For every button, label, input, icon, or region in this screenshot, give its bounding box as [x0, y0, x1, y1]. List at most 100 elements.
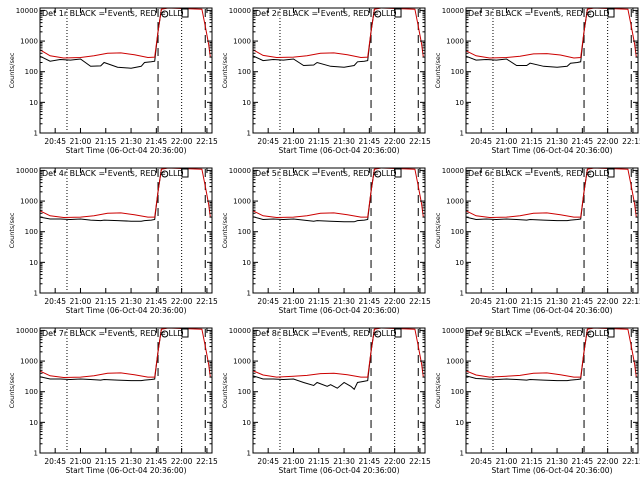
y-tick-label: 100 — [451, 388, 464, 396]
y-tick-label: 1000 — [20, 358, 38, 366]
x-tick-label: 22:00 — [171, 297, 193, 306]
y-tick-label: 10 — [29, 99, 38, 107]
x-tick-label: 21:15 — [521, 297, 543, 306]
x-tick-label: 20:45 — [470, 297, 492, 306]
x-tick-label: 21:15 — [308, 297, 330, 306]
x-tick-label: 20:45 — [257, 457, 279, 466]
plot-frame — [465, 167, 639, 294]
x-tick-label: 20:45 — [44, 137, 66, 146]
y-tick-label: 10 — [242, 259, 251, 267]
x-axis-title: Start Time (06-Oct-04 20:36:00) — [278, 466, 399, 475]
panel-title: Det 6r BLACK = Events, RED = LLD — [468, 169, 610, 178]
plot-frame — [39, 167, 213, 294]
x-tick-label: 21:45 — [359, 297, 381, 306]
y-tick-label: 1000 — [446, 38, 464, 46]
x-tick-label: 20:45 — [470, 457, 492, 466]
y-tick-label: 100 — [238, 388, 251, 396]
x-tick-label: 22:15 — [622, 297, 640, 306]
x-tick-label: 21:15 — [95, 297, 117, 306]
x-tick-label: 22:15 — [622, 137, 640, 146]
x-tick-label: 21:30 — [333, 457, 355, 466]
x-tick-label: 21:30 — [333, 137, 355, 146]
x-axis-title: Start Time (06-Oct-04 20:36:00) — [491, 146, 612, 155]
x-tick-label: 21:45 — [146, 137, 168, 146]
x-tick-label: 21:15 — [521, 137, 543, 146]
x-tick-label: 20:45 — [44, 297, 66, 306]
y-tick-label: 10000 — [16, 327, 38, 335]
open-circle-marker — [161, 330, 169, 338]
x-tick-label: 20:45 — [44, 457, 66, 466]
y-axis-title: Counts/sec — [8, 212, 16, 248]
panel-det-3: 1 10 100 1000 10000 20:45 21:00 21:15 21:30 21:45… — [434, 7, 640, 155]
x-tick-label: 21:30 — [546, 457, 568, 466]
y-axis-title: Counts/sec — [434, 52, 442, 88]
y-tick-label: 1 — [460, 130, 464, 138]
x-tick-label: 21:00 — [70, 457, 92, 466]
y-tick-label: 10 — [242, 99, 251, 107]
y-tick-label: 10000 — [229, 327, 251, 335]
x-tick-label: 21:00 — [496, 457, 518, 466]
y-tick-label: 1000 — [20, 38, 38, 46]
x-tick-label: 22:15 — [196, 457, 218, 466]
series-events — [39, 9, 162, 69]
y-tick-label: 10000 — [16, 167, 38, 175]
y-tick-label: 10000 — [229, 7, 251, 15]
y-tick-label: 10 — [242, 419, 251, 427]
open-circle-marker — [587, 170, 595, 178]
y-tick-label: 10000 — [442, 167, 464, 175]
series-events — [465, 169, 588, 222]
y-axis-title: Counts/sec — [434, 212, 442, 248]
panel-title: Det 1r BLACK = Events, RED = LLD — [42, 9, 184, 18]
panel-title: Det 5r BLACK = Events, RED = LLD — [255, 169, 397, 178]
x-axis-title: Start Time (06-Oct-04 20:36:00) — [491, 306, 612, 315]
y-tick-label: 1000 — [446, 198, 464, 206]
y-tick-label: 10 — [455, 419, 464, 427]
series-events — [465, 9, 588, 68]
plot-frame — [465, 7, 639, 134]
series-events — [39, 329, 162, 382]
panel-det-9: 1 10 100 1000 10000 20:45 21:00 21:15 21:30 21:45… — [434, 327, 640, 475]
plot-frame — [39, 7, 213, 134]
y-axis-title: Counts/sec — [8, 372, 16, 408]
x-tick-label: 22:15 — [622, 457, 640, 466]
y-tick-label: 1000 — [20, 198, 38, 206]
x-tick-label: 22:00 — [597, 297, 619, 306]
x-tick-label: 22:00 — [171, 137, 193, 146]
x-tick-label: 21:00 — [70, 137, 92, 146]
y-tick-label: 10000 — [442, 7, 464, 15]
x-tick-label: 22:00 — [384, 137, 406, 146]
y-tick-label: 1 — [247, 450, 251, 458]
x-tick-label: 22:15 — [196, 137, 218, 146]
x-tick-label: 21:45 — [572, 297, 594, 306]
y-tick-label: 1 — [247, 130, 251, 138]
x-tick-label: 21:00 — [70, 297, 92, 306]
x-tick-label: 22:15 — [409, 137, 431, 146]
y-tick-label: 100 — [238, 228, 251, 236]
panel-title: Det 9r BLACK = Events, RED = LLD — [468, 329, 610, 338]
y-tick-label: 1 — [460, 290, 464, 298]
x-axis-title: Start Time (06-Oct-04 20:36:00) — [278, 146, 399, 155]
y-tick-label: 10 — [455, 99, 464, 107]
x-axis-title: Start Time (06-Oct-04 20:36:00) — [65, 306, 186, 315]
y-tick-label: 100 — [25, 68, 38, 76]
x-tick-label: 21:45 — [572, 137, 594, 146]
panel-title: Det 8r BLACK = Events, RED = LLD — [255, 329, 397, 338]
x-tick-label: 21:45 — [572, 457, 594, 466]
x-tick-label: 21:30 — [120, 457, 142, 466]
plot-frame — [252, 167, 426, 294]
plot-frame — [252, 7, 426, 134]
x-tick-label: 22:00 — [384, 297, 406, 306]
series-lld — [252, 327, 424, 378]
series-lld — [252, 7, 424, 59]
series-lld — [39, 167, 211, 219]
y-tick-label: 100 — [25, 228, 38, 236]
y-axis-title: Counts/sec — [221, 212, 229, 248]
x-tick-label: 21:30 — [333, 297, 355, 306]
x-tick-label: 21:00 — [496, 137, 518, 146]
y-tick-label: 10000 — [442, 327, 464, 335]
series-events — [252, 169, 375, 223]
open-circle-marker — [374, 170, 382, 178]
y-tick-label: 1 — [34, 450, 38, 458]
series-events — [39, 169, 162, 222]
